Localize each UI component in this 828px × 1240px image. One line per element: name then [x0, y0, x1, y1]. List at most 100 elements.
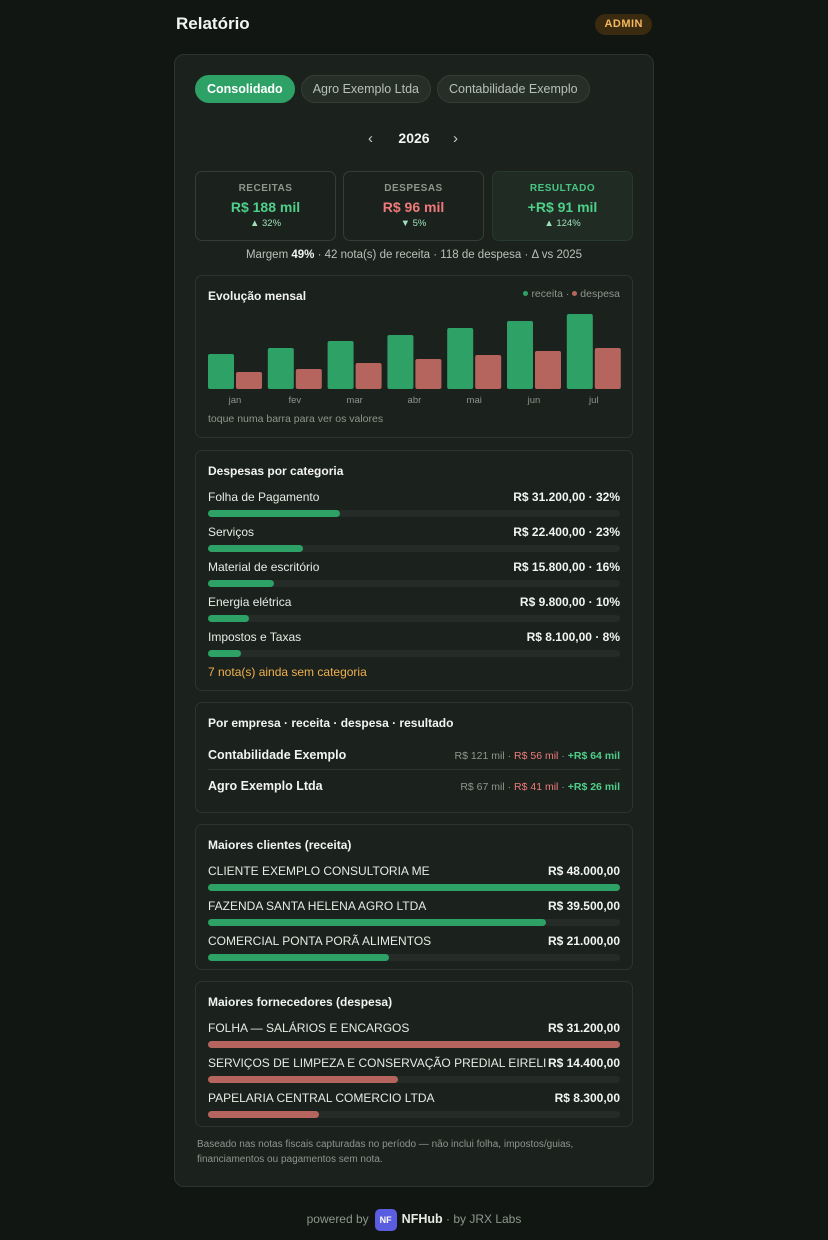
category-value: R$ 9.800,00 · 10%	[519, 595, 620, 609]
category-label: Energia elétrica	[208, 595, 292, 609]
chart-legend: receita · despesa	[523, 288, 620, 300]
bar-receita-jan[interactable]	[208, 354, 234, 389]
supplier-bar-track	[208, 1076, 620, 1083]
company-row[interactable]: Contabilidade Exemplo R$ 121 mil · R$ 56 …	[208, 740, 620, 770]
legend-despesa-dot	[572, 291, 578, 296]
client-label: CLIENTE EXEMPLO CONSULTORIA ME	[208, 864, 430, 878]
monthly-chart-title: Evolução mensal	[208, 289, 307, 303]
chevron-right-icon[interactable]: ›	[453, 130, 458, 147]
supplier-bar-track	[208, 1111, 620, 1118]
category-bar-fill	[208, 510, 340, 517]
category-bar-track	[208, 545, 620, 552]
chevron-left-icon[interactable]: ‹	[368, 130, 373, 147]
category-value: R$ 31.200,00 · 32%	[513, 490, 620, 504]
tab-contabilidade-exemplo[interactable]: Contabilidade Exemplo	[437, 75, 590, 103]
margin-label: Margem	[245, 249, 292, 261]
company-receita: R$ 121 mil	[454, 750, 505, 762]
bar-despesa-jul[interactable]	[594, 348, 621, 389]
company-name: Agro Exemplo Ltda	[208, 779, 323, 793]
report-card: Consolidado Agro Exemplo Ltda Contabilid…	[174, 54, 654, 1187]
suppliers-title: Maiores fornecedores (despesa)	[208, 995, 393, 1009]
category-bar-track	[208, 650, 620, 657]
month-tick-label: fev	[288, 395, 301, 406]
margin-value: 49%	[291, 249, 315, 261]
supplier-bar-track	[208, 1041, 620, 1048]
bar-receita-mai[interactable]	[447, 328, 474, 389]
by-text: · by JRX Labs	[445, 1212, 522, 1227]
tab-consolidado[interactable]: Consolidado	[195, 75, 295, 103]
bar-receita-mar[interactable]	[327, 341, 354, 389]
client-label: COMERCIAL PONTA PORÃ ALIMENTOS	[208, 934, 432, 948]
brand-name[interactable]: NFHub	[401, 1212, 443, 1227]
client-bar-fill	[208, 884, 620, 891]
page-title: Relatório	[176, 14, 250, 33]
bar-despesa-jun[interactable]	[535, 351, 561, 389]
bar-receita-jun[interactable]	[507, 321, 533, 389]
bar-despesa-abr[interactable]	[415, 359, 442, 389]
kpi-despesas: DESPESAS R$ 96 mil ▼ 5%	[343, 171, 484, 241]
suppliers-section: Maiores fornecedores (despesa) FOLHA — S…	[195, 981, 633, 1127]
bar-receita-jul[interactable]	[566, 314, 593, 389]
top-bar: Relatório ADMIN	[176, 14, 652, 36]
supplier-label: SERVIÇOS DE LIMPEZA E CONSERVAÇÃO PREDIA…	[208, 1056, 547, 1070]
client-bar-track	[208, 919, 620, 926]
month-tick-label: mar	[346, 395, 362, 406]
bar-despesa-fev[interactable]	[295, 369, 322, 389]
category-bar-track	[208, 615, 620, 622]
category-label: Material de escritório	[208, 560, 320, 574]
legend-despesa: despesa	[580, 288, 620, 300]
clients-title: Maiores clientes (receita)	[208, 838, 352, 852]
bar-despesa-mar[interactable]	[355, 363, 382, 389]
company-values: R$ 121 mil · R$ 56 mil · +R$ 64 mil	[455, 750, 621, 762]
summary-line: Margem 49% · 42 nota(s) de receita · 118…	[175, 249, 653, 261]
company-row[interactable]: Agro Exemplo Ltda R$ 67 mil · R$ 41 mil ·…	[208, 771, 620, 801]
bar-despesa-mai[interactable]	[475, 355, 502, 389]
company-name: Contabilidade Exemplo	[208, 748, 347, 762]
chart-hint: toque numa barra para ver os valores	[208, 413, 384, 425]
category-label: Serviços	[208, 525, 255, 539]
client-value: R$ 48.000,00	[547, 864, 620, 878]
supplier-label: PAPELARIA CENTRAL COMERCIO LTDA	[208, 1091, 435, 1105]
bar-receita-fev[interactable]	[267, 348, 294, 389]
monthly-chart-section: Evolução mensal receita · despesa jan fev…	[195, 275, 633, 438]
supplier-bar-fill	[208, 1111, 320, 1118]
clients-section: Maiores clientes (receita) CLIENTE EXEMP…	[195, 824, 633, 970]
company-values: R$ 67 mil · R$ 41 mil · +R$ 26 mil	[460, 781, 620, 793]
categories-title: Despesas por categoria	[208, 464, 344, 478]
value-separator: ·	[558, 781, 568, 793]
category-bar-fill	[208, 615, 250, 622]
company-resultado: +R$ 64 mil	[567, 750, 620, 762]
kpi-row: RECEITAS R$ 188 mil ▲ 32% DESPESAS R$ 96…	[195, 171, 633, 241]
client-label: FAZENDA SANTA HELENA AGRO LTDA	[208, 899, 427, 913]
uncategorized-link[interactable]: 7 nota(s) ainda sem categoria	[208, 665, 367, 679]
month-tick-label: mai	[467, 395, 482, 406]
client-value: R$ 39.500,00	[547, 899, 620, 913]
kpi-despesas-delta: ▼ 5%	[400, 218, 427, 229]
nfhub-logo-icon: NF	[374, 1209, 397, 1231]
category-value: R$ 15.800,00 · 16%	[513, 560, 620, 574]
category-bar-fill	[208, 580, 274, 587]
client-bar-track	[208, 954, 620, 961]
kpi-receitas: RECEITAS R$ 188 mil ▲ 32%	[195, 171, 336, 241]
powered-by-text: powered by	[306, 1212, 369, 1227]
value-separator: ·	[558, 750, 568, 762]
category-bar-track	[208, 510, 620, 517]
year-navigator: ‹ 2026 ›	[175, 129, 653, 149]
kpi-receitas-label: RECEITAS	[238, 183, 293, 194]
bar-receita-abr[interactable]	[387, 335, 414, 389]
category-bar-track	[208, 580, 620, 587]
client-value: R$ 21.000,00	[547, 934, 620, 948]
monthly-bar-chart[interactable]: jan fev mar abr mai jun jul	[196, 276, 634, 439]
supplier-value: R$ 31.200,00	[547, 1021, 620, 1035]
bar-despesa-jan[interactable]	[236, 372, 262, 389]
category-bar-fill	[208, 545, 303, 552]
footnote: Baseado nas notas fiscais capturadas no …	[197, 1139, 574, 1165]
kpi-resultado-delta: ▲ 124%	[544, 218, 581, 229]
kpi-resultado-value: +R$ 91 mil	[527, 199, 598, 215]
companies-title: Por empresa · receita · despesa · result…	[208, 716, 454, 730]
month-tick-label: jan	[228, 395, 242, 406]
tab-agro-exemplo[interactable]: Agro Exemplo Ltda	[300, 75, 432, 103]
month-tick-label: jul	[588, 395, 599, 406]
admin-badge: ADMIN	[595, 14, 652, 35]
client-bar-track	[208, 884, 620, 891]
